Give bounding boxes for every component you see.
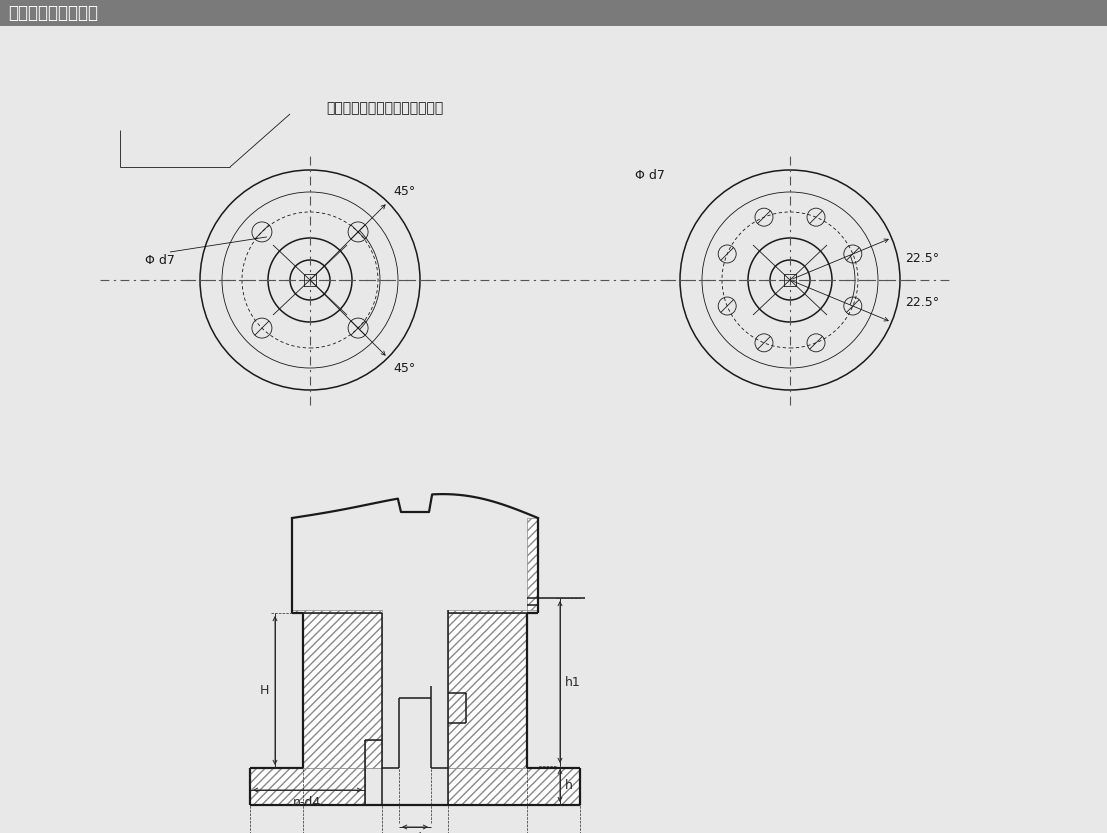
Text: 连接形式及连接尺寸: 连接形式及连接尺寸 (8, 4, 99, 22)
Text: 全关时与电机轴线平行（下同）: 全关时与电机轴线平行（下同） (327, 101, 444, 115)
Text: 45°: 45° (394, 185, 416, 198)
Text: 45°: 45° (394, 362, 416, 375)
Text: Φ d7: Φ d7 (145, 253, 175, 267)
FancyBboxPatch shape (0, 0, 1107, 26)
Text: 22.5°: 22.5° (906, 296, 939, 308)
Polygon shape (292, 518, 382, 613)
Text: h1: h1 (565, 676, 581, 689)
Text: n-d4: n-d4 (293, 796, 322, 809)
Polygon shape (448, 768, 580, 805)
Text: Φ d7: Φ d7 (635, 168, 665, 182)
Text: Φ d7: Φ d7 (400, 832, 430, 833)
Text: h: h (565, 779, 573, 792)
Polygon shape (303, 613, 382, 768)
Text: 22.5°: 22.5° (906, 252, 939, 265)
Text: H: H (260, 684, 269, 697)
Polygon shape (448, 518, 538, 613)
Polygon shape (448, 613, 527, 768)
Polygon shape (250, 740, 382, 805)
